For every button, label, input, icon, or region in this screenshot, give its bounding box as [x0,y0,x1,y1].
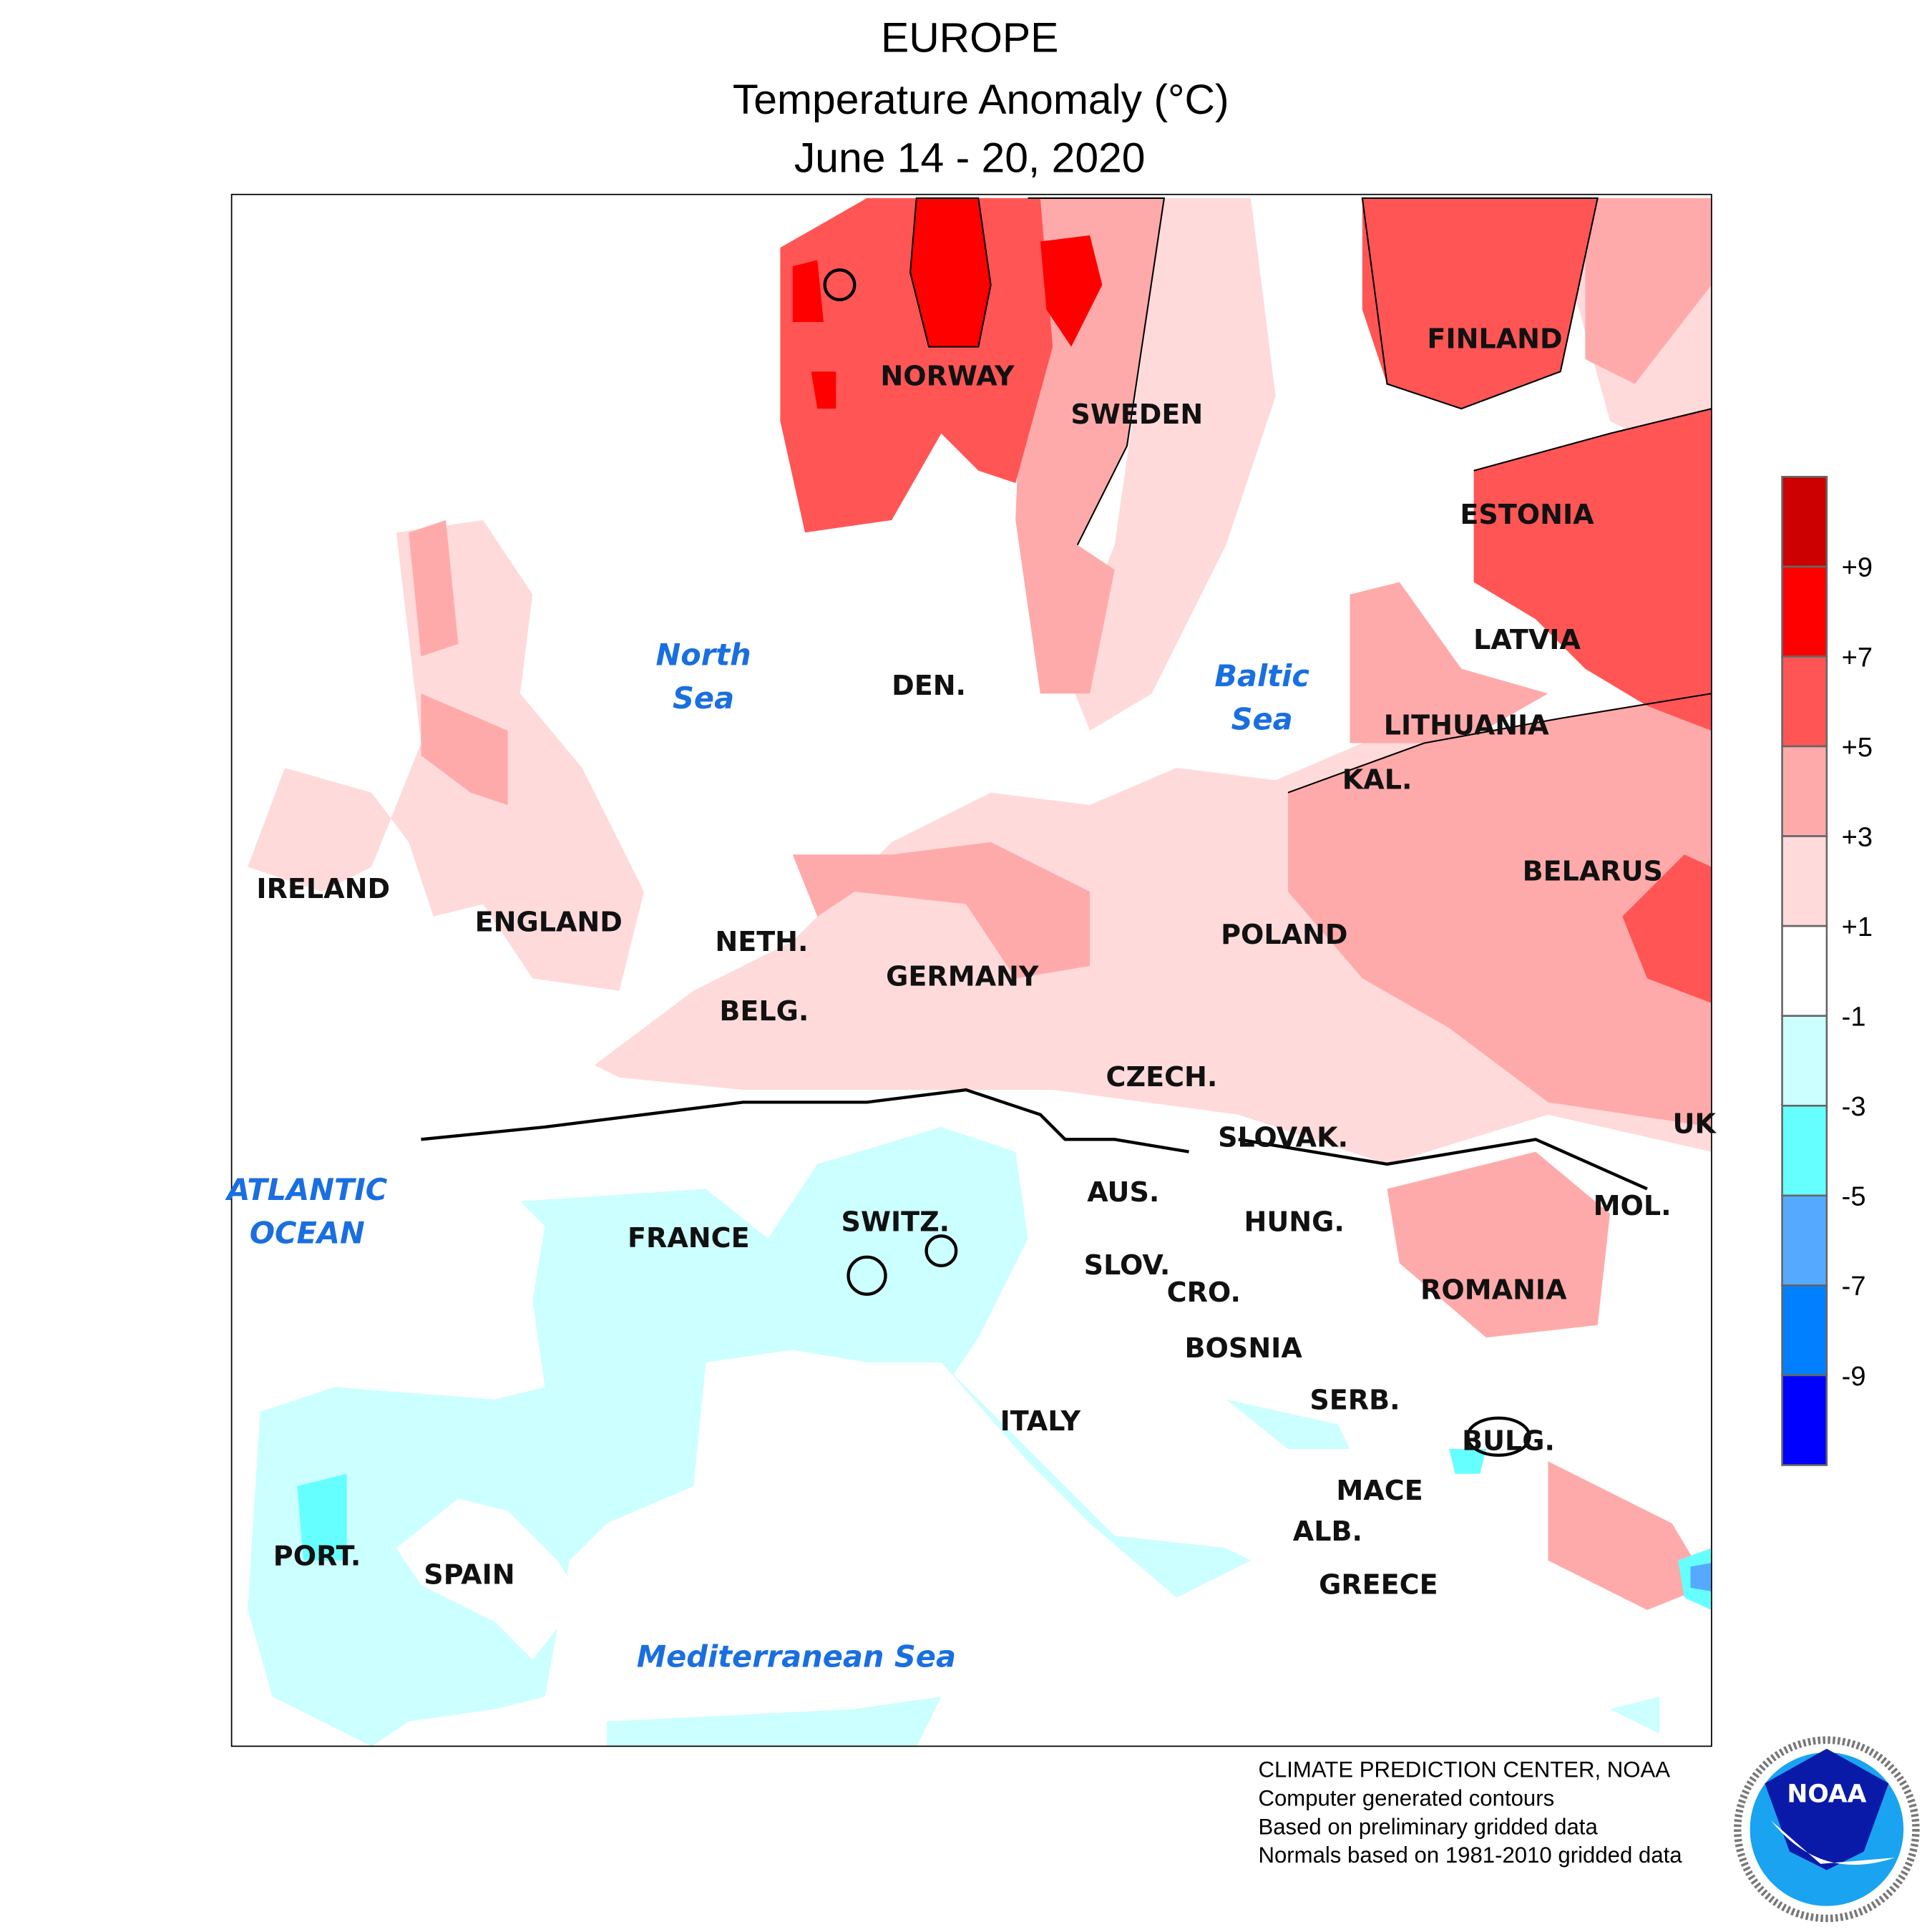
legend-swatch [1781,924,1828,1018]
legend-tick-label: +9 [1842,553,1873,583]
country-label: BELG. [719,995,809,1027]
legend-tick-label: +5 [1842,733,1873,763]
legend-tick-label: -7 [1842,1272,1866,1302]
region-anomaly-minus1-spain-warm [396,1498,582,1660]
country-label: MOL. [1594,1190,1672,1221]
title-variable: Temperature Anomaly (°C) [733,77,1229,123]
country-label: MACE [1336,1475,1423,1506]
country-label: SPAIN [424,1559,514,1591]
legend-swatch [1781,745,1828,837]
country-label: LITHUANIA [1384,709,1549,741]
legend-tick-label: -3 [1842,1092,1866,1122]
legend-tick-label: -5 [1842,1182,1866,1212]
footer-line: Normals based on 1981-2010 gridded data [1258,1843,1682,1868]
footer-credits: CLIMATE PREDICTION CENTER, NOAA Computer… [1258,1757,1682,1868]
contour-line [421,1088,1648,1191]
country-label: BOSNIA [1185,1332,1303,1364]
sea-label-north: North [655,637,751,672]
region-anomaly-plus5 [780,197,1712,1003]
sea-label-baltic: Baltic [1214,658,1309,693]
legend-tick-label: -9 [1842,1362,1866,1392]
country-label: SLOVAK. [1218,1122,1348,1153]
country-label: LATVIA [1473,624,1581,655]
country-labels: NORWAY SWEDEN FINLAND ESTONIA LATVIA LITHUANI… [256,323,1717,1600]
country-label: UK [1672,1108,1717,1140]
legend-swatch [1781,655,1828,748]
country-label: AUS. [1087,1176,1159,1208]
country-label: NORWAY [880,360,1015,391]
country-label: BELARUS [1523,856,1663,887]
country-label: IRELAND [256,873,390,904]
legend-swatch [1781,476,1828,568]
country-label: DEN. [892,670,966,701]
sea-label-atlantic: OCEAN [250,1216,365,1251]
legend-swatch [1781,1104,1828,1197]
country-label: BULG. [1462,1425,1555,1457]
country-label: POLAND [1221,919,1347,950]
footer-line: CLIMATE PREDICTION CENTER, NOAA [1258,1757,1670,1782]
country-label: NETH. [715,926,808,957]
country-label: GERMANY [886,961,1039,992]
country-label: GREECE [1319,1569,1438,1601]
region-anomaly-plus3 [409,197,1712,1610]
sea-label-mediterranean: Mediterranean Sea [637,1639,956,1674]
country-label: ESTONIA [1460,499,1594,530]
map-panel [230,193,1712,1747]
country-label: CZECH. [1106,1061,1218,1093]
country-label: SWEDEN [1070,399,1203,430]
legend-tick-label: +1 [1842,912,1873,942]
title-dates: June 14 - 20, 2020 [794,135,1146,182]
legend-swatch [1781,1015,1828,1107]
legend-tick-label: -1 [1842,1002,1866,1033]
color-legend: +9 +7 +5 +3 +1 -1 -3 -5 -7 -9 [1781,476,1873,1466]
footer-line: Based on preliminary gridded data [1258,1814,1598,1839]
legend-swatch [1781,835,1828,927]
country-label: SWITZ. [841,1206,950,1237]
country-label: ALB. [1293,1516,1362,1547]
legend-swatch [1781,565,1828,658]
sea-label-baltic: Sea [1231,701,1293,736]
contour-line [823,268,1531,1457]
region-anomaly-plus7 [792,197,1103,409]
legend-tick-label: +7 [1842,643,1873,673]
legend-swatch [1781,1194,1828,1287]
noaa-logo-text: NOAA [1787,1780,1866,1808]
legend-swatch [1781,1374,1828,1466]
title-region: EUROPE [881,15,1058,62]
country-label: KAL. [1342,764,1413,796]
region-anomaly-minus1 [248,1127,1660,1747]
country-label: HUNG. [1244,1206,1344,1237]
sea-label-atlantic: ATLANTIC [225,1172,388,1207]
country-label: ROMANIA [1420,1274,1567,1306]
country-label: PORT. [273,1541,361,1572]
noaa-logo: NOAA [1734,1736,1920,1923]
legend-swatch [1781,1284,1828,1377]
country-label: FRANCE [628,1222,750,1254]
country-label: ITALY [1000,1405,1081,1437]
region-anomaly-minus5 [1690,1563,1712,1592]
country-label: CRO. [1167,1277,1241,1308]
map-frame [230,193,1712,1747]
sea-labels: North Sea Baltic Sea ATLANTIC OCEAN Medi… [225,637,1309,1674]
footer-line: Computer generated contours [1258,1785,1554,1810]
country-label: SERB. [1309,1385,1400,1416]
country-label: ENGLAND [475,907,623,938]
region-boundary [909,197,1712,794]
legend-tick-label: +3 [1842,822,1873,852]
country-label: FINLAND [1427,323,1562,354]
sea-label-north: Sea [673,680,734,716]
country-label: SLOV. [1084,1249,1171,1281]
